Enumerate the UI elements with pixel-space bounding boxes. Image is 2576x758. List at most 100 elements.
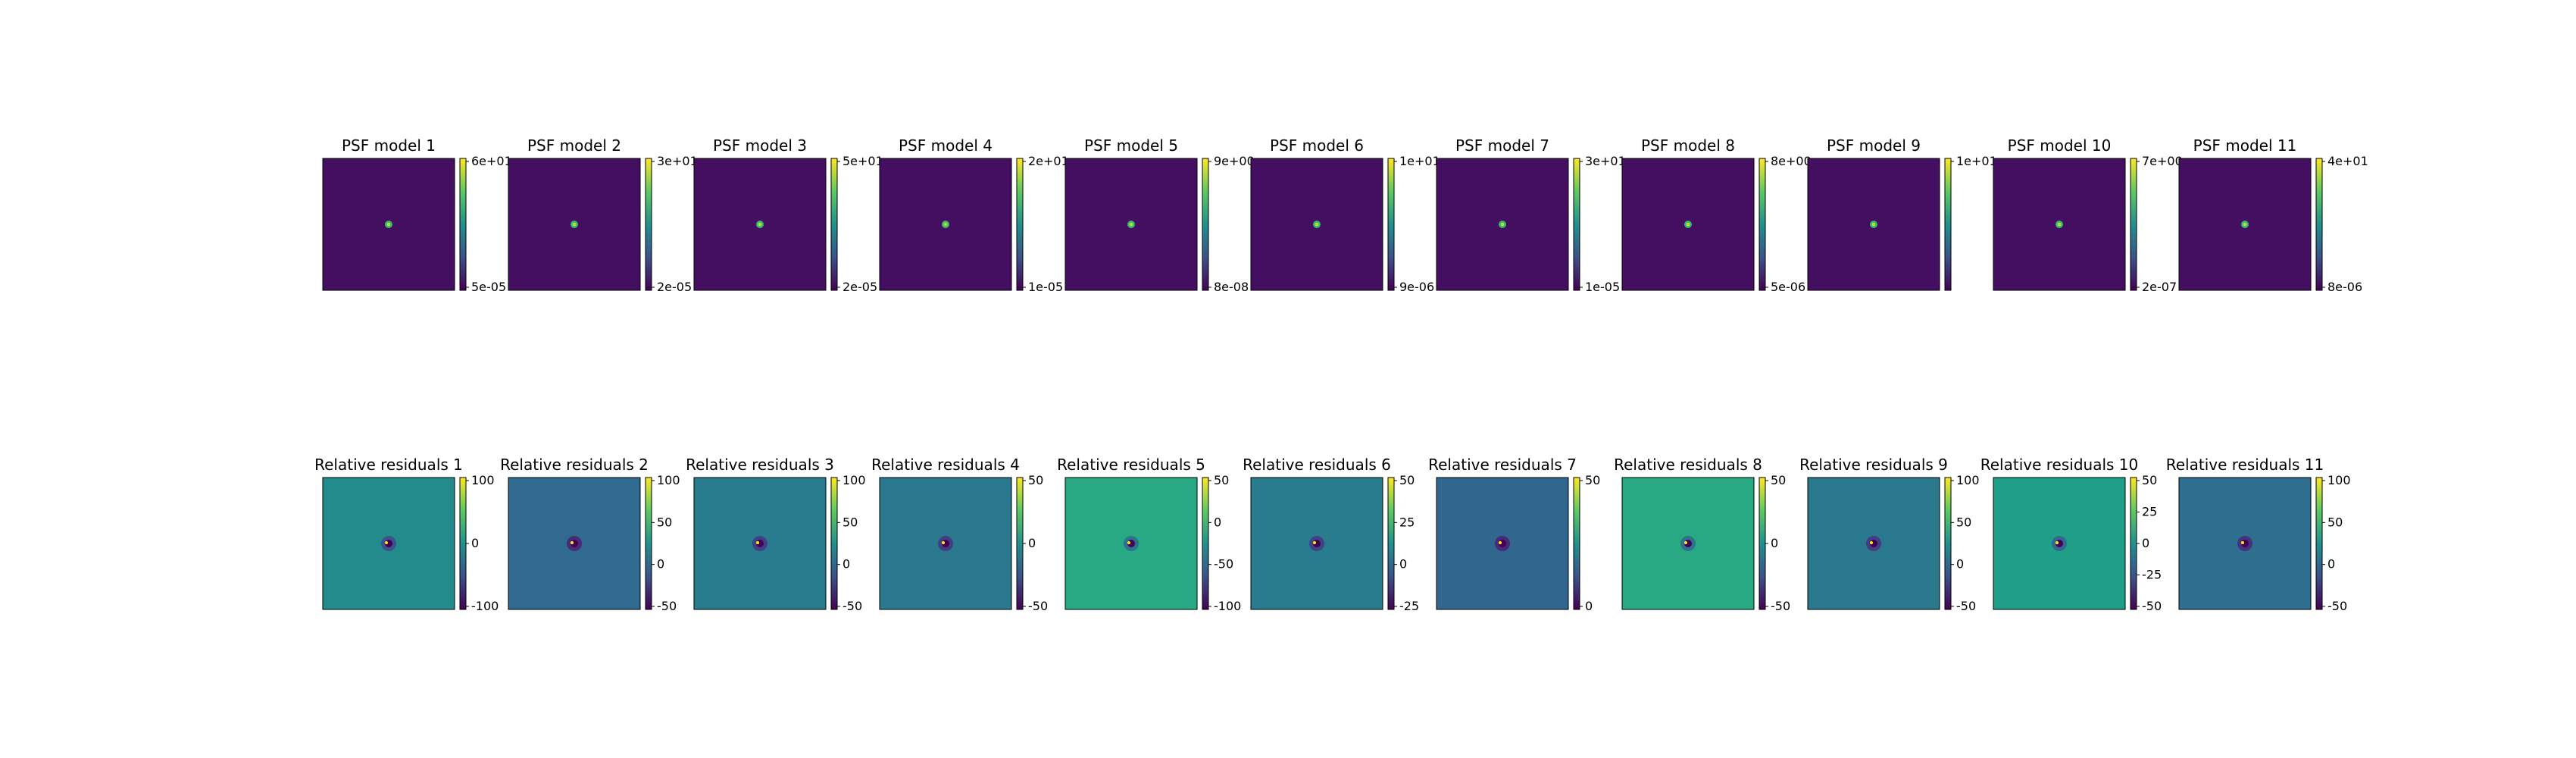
colorbar-tick-label: 1e-05	[1028, 280, 1063, 294]
colorbar	[1758, 477, 1766, 610]
panel-title: PSF model 5	[1084, 136, 1178, 155]
panel-title: PSF model 10	[2008, 136, 2112, 155]
psf-core	[1871, 222, 1876, 227]
colorbar-tick-label: 7e+00	[2142, 154, 2183, 168]
colorbar-tick-label: 0	[1399, 557, 1407, 572]
panel-psf_models-4: PSF model 4 2e+01 1e-05	[879, 136, 1069, 294]
colorbar-tick-label: 8e+00	[1771, 154, 1812, 168]
colorbar	[2315, 158, 2323, 291]
colorbar-tick-label: 1e+01	[1956, 154, 1997, 168]
colorbar-tick-label: 6e+01	[471, 154, 512, 168]
colorbar-tick-label: -50	[1214, 557, 1233, 572]
colorbar-tick-label: 4e+01	[2327, 154, 2368, 168]
panel-relative_residuals-9: Relative residuals 9 100 50 0 -50	[1799, 456, 1979, 613]
colorbar-tick-label: 50	[1214, 473, 1229, 487]
psf-core	[1686, 222, 1690, 227]
panel-title: Relative residuals 5	[1057, 456, 1205, 474]
psf-core	[758, 222, 762, 227]
colorbar-tick-label: 0	[1956, 557, 1964, 572]
colorbar-tick-label: 50	[1399, 473, 1415, 487]
colorbar-tick-label: 5e+01	[843, 154, 883, 168]
colorbar	[1944, 477, 1952, 610]
panel-relative_residuals-7: Relative residuals 7 50 0	[1428, 456, 1600, 613]
panel-title: Relative residuals 9	[1799, 456, 1948, 474]
panel-psf_models-11: PSF model 11 4e+01 8e-06	[2178, 136, 2368, 294]
colorbar-tick-label: 50	[1585, 473, 1600, 487]
colorbar-tick-label: 2e-07	[2142, 280, 2177, 294]
panel-psf_models-8: PSF model 8 8e+00 5e-06	[1621, 136, 1812, 294]
panel-relative_residuals-4: Relative residuals 4 50 0 -50	[871, 456, 1048, 613]
panel-psf_models-7: PSF model 7 3e+01 1e-05	[1436, 136, 1626, 294]
panel-psf_models-1: PSF model 1 6e+01 5e-05	[322, 136, 512, 294]
colorbar-tick-label: 100	[657, 473, 680, 487]
colorbar	[2130, 477, 2137, 610]
colorbar-tick-label: 50	[2327, 515, 2343, 529]
colorbar-tick-label: -50	[2327, 599, 2347, 613]
psf-core	[386, 222, 391, 227]
residual-peak	[1313, 541, 1316, 544]
colorbar-tick-label: 3e+01	[1585, 154, 1626, 168]
colorbar	[459, 477, 467, 610]
panel-title: Relative residuals 4	[871, 456, 1020, 474]
colorbar-tick-label: 0	[471, 536, 479, 550]
colorbar-tick-label: 1e-05	[1585, 280, 1620, 294]
panel-title: Relative residuals 11	[2166, 456, 2324, 474]
panel-title: PSF model 8	[1641, 136, 1735, 155]
psf-core	[1315, 222, 1319, 227]
residual-peak	[1870, 541, 1873, 544]
colorbar-tick-label: -50	[1028, 599, 1048, 613]
colorbar-tick-label: 0	[1028, 536, 1036, 550]
colorbar-tick-label: 5e-05	[471, 280, 506, 294]
residual-peak	[2241, 541, 2244, 544]
panel-psf_models-6: PSF model 6 1e+01 9e-06	[1250, 136, 1440, 294]
panel-psf_models-10: PSF model 10 7e+00 2e-07	[1993, 136, 2183, 294]
colorbar-tick-label: 50	[2142, 473, 2157, 487]
panel-title: PSF model 7	[1455, 136, 1549, 155]
panel-psf_models-9: PSF model 9 1e+01	[1807, 136, 1997, 291]
residual-peak	[1499, 541, 1502, 544]
colorbar-tick-label: 0	[1585, 599, 1593, 613]
colorbar-tick-label: -100	[1214, 599, 1241, 613]
panel-title: PSF model 3	[713, 136, 807, 155]
residual-peak	[385, 541, 388, 544]
colorbar-tick-label: 25	[1399, 515, 1415, 529]
residual-peak	[942, 541, 945, 544]
colorbar	[1202, 158, 1209, 291]
panel-title: Relative residuals 6	[1243, 456, 1391, 474]
colorbar	[645, 477, 652, 610]
colorbar-tick-label: 100	[843, 473, 866, 487]
colorbar-tick-label: 0	[843, 557, 850, 572]
panel-title: Relative residuals 1	[314, 456, 463, 474]
colorbar	[1387, 158, 1395, 291]
panel-relative_residuals-5: Relative residuals 5 50 0 -50 -100	[1057, 456, 1241, 613]
colorbar-tick-label: -50	[2142, 599, 2162, 613]
colorbar-tick-label: 0	[2327, 557, 2335, 572]
colorbar-tick-label: 50	[1956, 515, 1971, 529]
colorbar-tick-label: 50	[843, 515, 858, 529]
panel-title: Relative residuals 2	[500, 456, 649, 474]
panel-relative_residuals-2: Relative residuals 2 100 50 0 -50	[500, 456, 680, 613]
colorbar	[2315, 477, 2323, 610]
residual-peak	[756, 541, 759, 544]
panel-title: PSF model 1	[342, 136, 436, 155]
colorbar-tick-label: 0	[1214, 515, 1221, 529]
colorbar-tick-label: 9e+00	[1214, 154, 1255, 168]
colorbar	[1202, 477, 1209, 610]
colorbar-tick-label: -50	[657, 599, 677, 613]
colorbar-tick-label: 50	[1771, 473, 1786, 487]
colorbar	[1016, 477, 1024, 610]
colorbar	[645, 158, 652, 291]
colorbar	[1573, 477, 1580, 610]
colorbar-tick-label: -50	[843, 599, 862, 613]
residual-peak	[571, 541, 574, 544]
colorbar-tick-label: 25	[2142, 505, 2157, 519]
psf-core	[1129, 222, 1133, 227]
colorbar-tick-label: 8e-08	[1214, 280, 1249, 294]
panel-psf_models-5: PSF model 5 9e+00 8e-08	[1064, 136, 1255, 294]
colorbar	[2130, 158, 2137, 291]
panel-psf_models-3: PSF model 3 5e+01 2e-05	[693, 136, 883, 294]
colorbar	[830, 477, 838, 610]
panel-relative_residuals-1: Relative residuals 1 100 0 -100	[314, 456, 499, 613]
colorbar-tick-label: 0	[1771, 536, 1778, 550]
